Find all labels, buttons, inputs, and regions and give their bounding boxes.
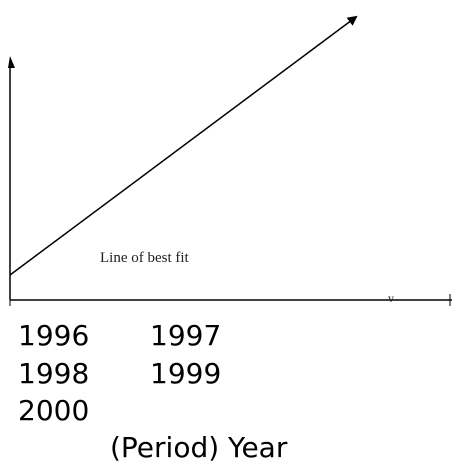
- axis-mark: v: [388, 291, 394, 305]
- line-label: Line of best fit: [100, 250, 190, 266]
- year: 1999: [150, 357, 221, 390]
- year: 1997: [150, 319, 221, 352]
- year: 2000: [18, 394, 89, 427]
- y-axis-arrow: [8, 56, 15, 68]
- x-axis-title: (Period) Year: [110, 431, 288, 464]
- year: 1996: [18, 319, 89, 352]
- year: 1998: [18, 357, 89, 390]
- best-fit-line: [9, 15, 358, 276]
